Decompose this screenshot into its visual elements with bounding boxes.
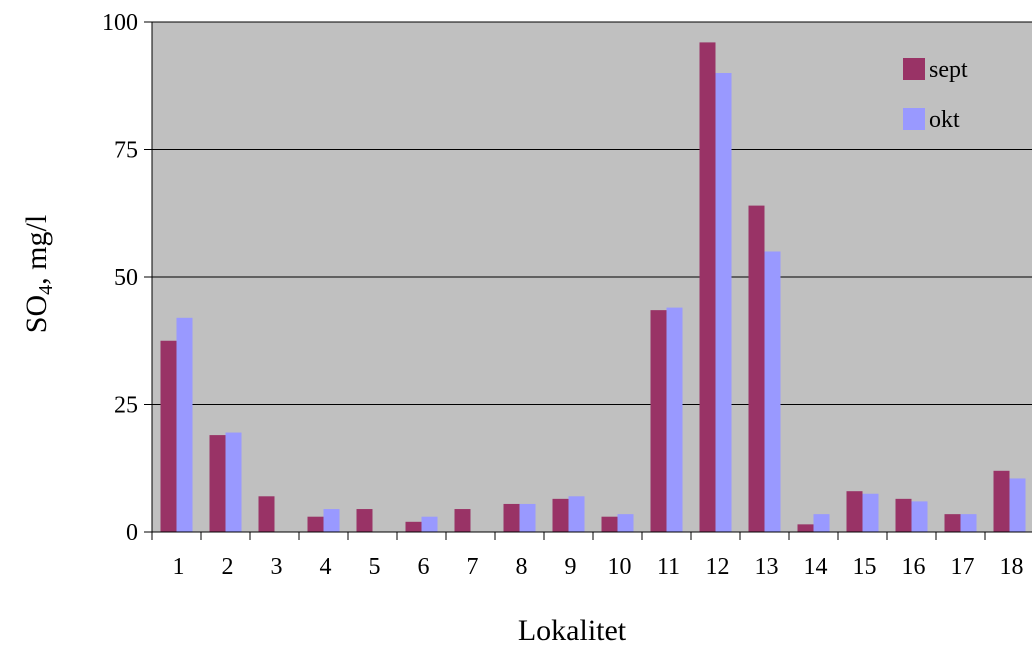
bar-sept-1	[160, 340, 177, 532]
x-tick-label: 16	[902, 554, 926, 580]
x-tick-label: 8	[516, 554, 528, 580]
bar-okt-2	[225, 432, 242, 532]
bars	[160, 42, 1026, 533]
x-tick-label: 4	[320, 554, 332, 580]
x-tick-label: 14	[804, 554, 828, 580]
bar-okt-14	[813, 514, 830, 532]
bar-okt-17	[960, 514, 977, 532]
x-tick-label: 12	[706, 554, 730, 580]
y-tick-label: 25	[114, 393, 138, 419]
bar-sept-3	[258, 496, 275, 532]
bar-sept-15	[846, 491, 863, 532]
bar-sept-7	[454, 509, 471, 532]
x-tick-label: 17	[951, 554, 975, 580]
bar-sept-2	[209, 435, 226, 532]
bar-sept-11	[650, 310, 667, 532]
y-tick-label: 100	[102, 10, 138, 36]
x-tick-label: 11	[657, 554, 680, 580]
y-axis-title-rest: , mg/l	[20, 215, 53, 285]
x-tick-label: 7	[467, 554, 479, 580]
bar-sept-10	[601, 516, 618, 532]
y-axis-title-subscript: 4	[35, 285, 57, 295]
x-tick-label: 1	[173, 554, 185, 580]
bar-okt-13	[764, 251, 781, 532]
bar-sept-17	[944, 514, 961, 532]
bar-sept-13	[748, 205, 765, 532]
legend-label-okt: okt	[929, 107, 960, 133]
y-tick-label: 50	[114, 265, 138, 291]
legend-swatch-sept	[903, 58, 925, 80]
bar-sept-8	[503, 503, 520, 532]
y-axis-title: SO4, mg/l	[20, 215, 57, 333]
bar-sept-12	[699, 42, 716, 533]
x-tick-label: 6	[418, 554, 430, 580]
bar-sept-9	[552, 498, 569, 532]
bar-sept-14	[797, 524, 814, 532]
bar-okt-6	[421, 516, 438, 532]
bar-okt-16	[911, 501, 928, 532]
y-tick-label: 0	[126, 520, 138, 546]
gridlines	[152, 21, 1032, 405]
x-tick-label: 2	[222, 554, 234, 580]
bar-okt-12	[715, 73, 732, 532]
bar-okt-18	[1009, 478, 1026, 532]
bar-okt-1	[176, 317, 193, 532]
legend-swatch-okt	[903, 108, 925, 130]
x-tick-label: 5	[369, 554, 381, 580]
bar-okt-10	[617, 514, 634, 532]
x-tick-label: 18	[1000, 554, 1024, 580]
x-tick-label: 3	[271, 554, 283, 580]
bar-okt-4	[323, 509, 340, 532]
x-tick-label: 9	[565, 554, 577, 580]
x-tick-label: 10	[608, 554, 632, 580]
y-tick-labels: 0 25 50 75 100	[102, 10, 138, 546]
y-tick-label: 75	[114, 138, 138, 164]
bar-okt-15	[862, 493, 879, 532]
bar-okt-11	[666, 307, 683, 532]
legend-label-sept: sept	[929, 57, 968, 83]
legend: sept okt	[903, 57, 968, 133]
bar-sept-5	[356, 509, 373, 532]
x-axis-title: Lokalitet	[518, 614, 627, 647]
axes	[144, 21, 1032, 540]
bar-sept-18	[993, 470, 1010, 532]
x-tick-labels: 1 2 3 4 5 6 7 8 9 10 11 12 13 14 15 16 17 18	[173, 554, 1024, 580]
bar-sept-6	[405, 521, 422, 532]
bar-okt-8	[519, 503, 536, 532]
x-tick-label: 15	[853, 554, 877, 580]
bar-sept-4	[307, 516, 324, 532]
bar-sept-16	[895, 498, 912, 532]
x-tick-label: 13	[755, 554, 779, 580]
y-axis-title-main: SO	[20, 295, 53, 333]
bar-okt-9	[568, 496, 585, 532]
